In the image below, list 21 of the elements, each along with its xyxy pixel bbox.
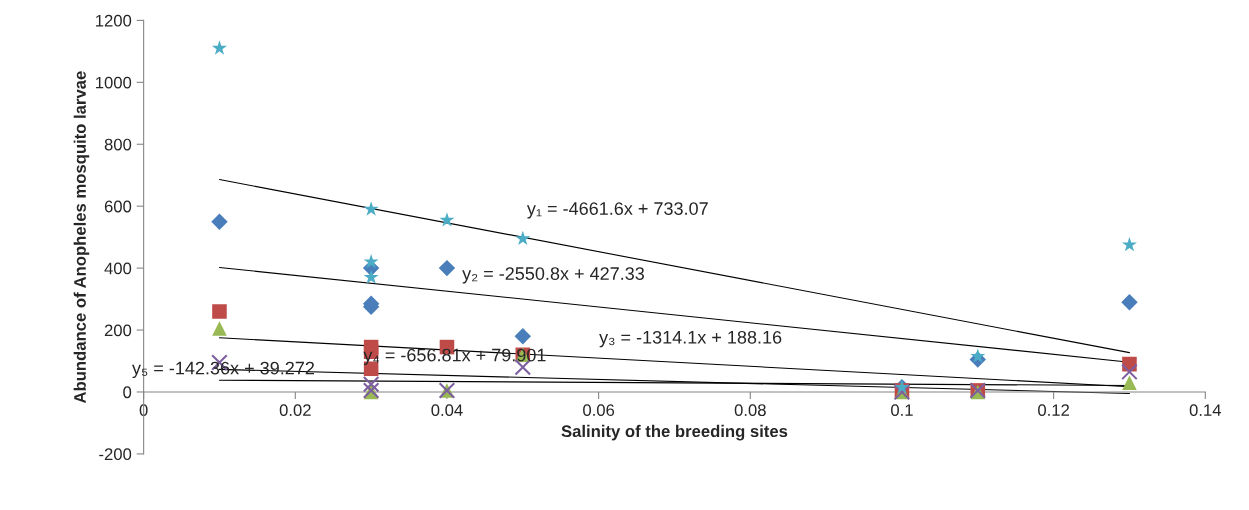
y-tick-label: 1000 — [96, 76, 132, 89]
y-tick-label: 600 — [104, 200, 132, 213]
annotation: y₂ = -2550.8x + 427.33 — [462, 267, 645, 284]
x-tick-label: 0.12 — [1038, 404, 1069, 417]
x-tick-label: 0.14 — [1189, 404, 1222, 417]
y-tick-label: 200 — [104, 324, 132, 337]
x-tick-label: 0.06 — [583, 404, 615, 417]
y-tick-label: 400 — [104, 262, 132, 275]
y-tick-label: 0 — [123, 386, 132, 399]
x-tick-label: 0.04 — [431, 404, 463, 417]
y-tick-label: -200 — [99, 448, 132, 461]
x-tick-label: 0.1 — [891, 404, 913, 417]
y-tick-label: 1200 — [96, 14, 132, 27]
x-tick-label: 0 — [139, 404, 148, 417]
annotation: y₃ = -1314.1x + 188.16 — [599, 330, 782, 348]
x-tick-label: 0.08 — [734, 404, 766, 417]
x-tick-label: 0.02 — [279, 404, 311, 417]
annotation: y₁ = -4661.6x + 733.07 — [526, 202, 708, 219]
y-tick-label: 800 — [104, 138, 132, 151]
y-axis-title: Abundance of Anopheles mosquito larvae — [73, 71, 90, 404]
x-axis-title: Salinity of the breeding sites — [561, 424, 788, 441]
